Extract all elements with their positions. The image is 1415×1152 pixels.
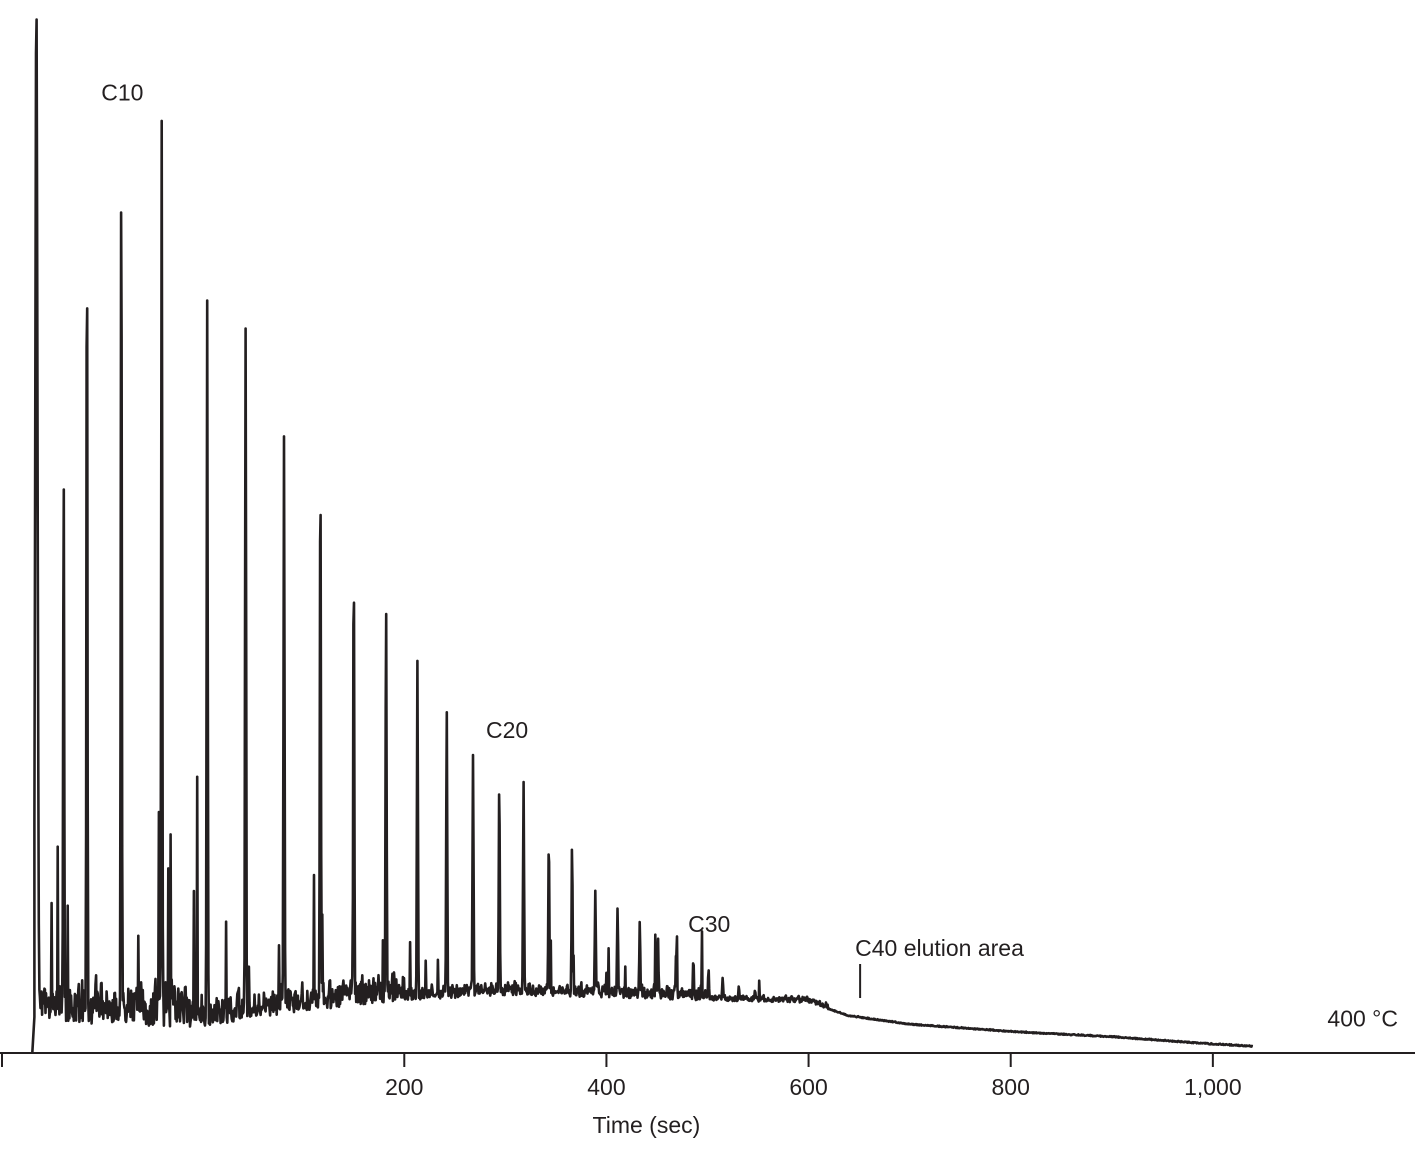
annotation-c10: C10 bbox=[101, 79, 143, 105]
annotation-c40-elution-area: C40 elution area bbox=[855, 935, 1024, 961]
peak-annotations: C10 C20 C30 C40 elution area 400 °C bbox=[101, 79, 1398, 1031]
x-tick-label-1000: 1,000 bbox=[1184, 1074, 1242, 1100]
x-axis-label: Time (sec) bbox=[593, 1112, 701, 1138]
x-tick-label-800: 800 bbox=[992, 1074, 1030, 1100]
annotation-c30: C30 bbox=[688, 911, 730, 937]
x-tick-label-600: 600 bbox=[789, 1074, 827, 1100]
chromatogram-line bbox=[31, 18, 1254, 1054]
chromatogram-trace bbox=[31, 18, 1254, 1054]
annotation-400-c: 400 °C bbox=[1327, 1006, 1398, 1032]
annotation-c20: C20 bbox=[486, 717, 528, 743]
x-axis-ticks: 200 400 600 800 1,000 bbox=[1, 1053, 1242, 1100]
x-tick-label-400: 400 bbox=[587, 1074, 625, 1100]
x-tick-label-200: 200 bbox=[385, 1074, 423, 1100]
